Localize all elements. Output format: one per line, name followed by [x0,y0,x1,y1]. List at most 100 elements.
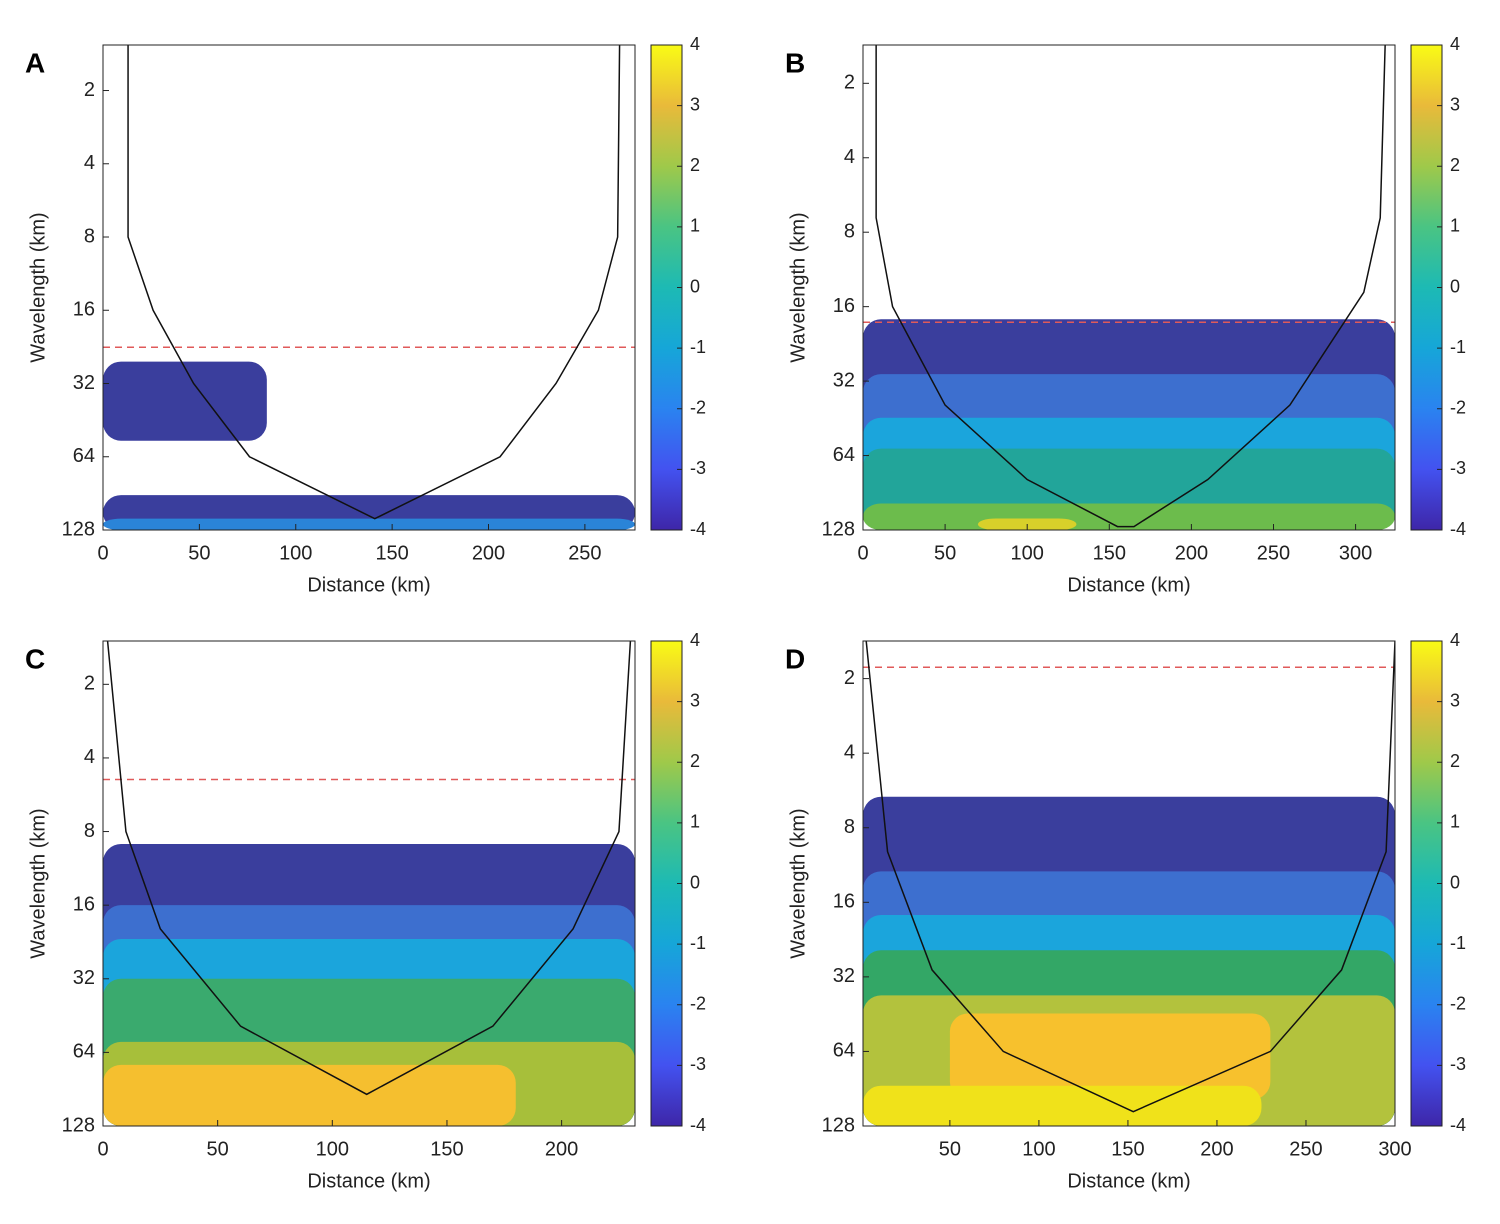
contour-fill [103,1064,516,1126]
colorbar-tick-label: -3 [690,1054,706,1074]
y-tick-label: 2 [84,673,95,695]
colorbar-tick-label: -1 [690,337,706,357]
y-tick-label: 2 [84,79,95,101]
x-tick-label: 100 [1022,1138,1055,1160]
x-axis-label: Distance (km) [1067,1170,1190,1192]
x-tick-label: 150 [1093,542,1126,564]
y-tick-label: 16 [833,891,855,913]
y-tick-label: 128 [62,518,95,540]
contour-fill [103,518,635,530]
y-tick-label: 16 [833,295,855,317]
colorbar-tick-label: 4 [690,630,700,650]
x-tick-label: 150 [430,1138,463,1160]
colorbar-tick-label: 4 [1450,630,1460,650]
colorbar-tick-label: 1 [1450,216,1460,236]
colorbar-tick-label: 3 [690,94,700,114]
colorbar-tick-label: 1 [690,812,700,832]
colorbar-tick-label: 4 [1450,34,1460,54]
x-tick-label: 100 [279,542,312,564]
colorbar-tick-label: 3 [1450,690,1460,710]
y-tick-label: 16 [73,299,95,321]
y-tick-label: 2 [844,667,855,689]
colorbar-tick-label: 2 [1450,155,1460,175]
x-tick-label: 300 [1339,542,1372,564]
x-tick-label: 0 [97,542,108,564]
colorbar-tick-label: 3 [690,690,700,710]
cone-of-influence [106,641,632,1096]
colorbar-tick-label: 1 [1450,812,1460,832]
y-tick-label: 128 [822,1114,855,1136]
x-tick-label: 300 [1378,1138,1411,1160]
colorbar-tick-label: 4 [690,34,700,54]
colorbar-tick-label: -1 [1450,933,1466,953]
x-tick-label: 50 [939,1138,961,1160]
y-tick-label: 2 [844,72,855,94]
colorbar-tick-label: 0 [1450,872,1460,892]
colorbar-tick-label: -4 [690,519,706,539]
y-axis-label: Wavelength (km) [27,212,49,362]
cone-of-influence [875,45,1386,528]
colorbar [650,44,683,531]
x-tick-label: 200 [545,1138,578,1160]
y-tick-label: 4 [84,746,95,768]
x-tick-label: 150 [375,542,408,564]
plot-area [863,45,1395,530]
colorbar-tick-label: -4 [690,1115,706,1135]
cone-of-influence [127,45,621,520]
axes-frame [102,640,636,1127]
colorbar [1410,44,1443,531]
plot-area [863,641,1395,1126]
x-tick-label: 250 [568,542,601,564]
colorbar-tick-label: -2 [1450,994,1466,1014]
panel-label: C [25,643,45,674]
contour-fill [863,1085,1262,1126]
panel-label: B [785,47,805,78]
colorbar-tick-label: -4 [1450,519,1466,539]
colorbar-tick-label: -2 [690,398,706,418]
x-tick-label: 150 [1111,1138,1144,1160]
colorbar-tick-label: 0 [1450,276,1460,296]
x-axis-label: Distance (km) [1067,574,1190,596]
colorbar-tick-label: -3 [690,458,706,478]
x-tick-label: 200 [1175,542,1208,564]
y-tick-label: 16 [73,893,95,915]
y-tick-label: 8 [844,816,855,838]
y-tick-label: 8 [844,220,855,242]
y-tick-label: 32 [833,369,855,391]
colorbar [650,640,683,1127]
y-tick-label: 4 [844,146,855,168]
colorbar-tick-label: 0 [690,872,700,892]
colorbar-tick-label: -4 [1450,1115,1466,1135]
x-tick-label: 100 [316,1138,349,1160]
plot-area [103,45,635,530]
y-tick-label: 128 [62,1114,95,1136]
y-tick-label: 32 [833,965,855,987]
contour-fill [103,361,267,441]
cone-of-influence [865,641,1395,1113]
x-tick-label: 100 [1011,542,1044,564]
y-tick-label: 64 [73,1041,95,1063]
colorbar-tick-label: -3 [1450,1054,1466,1074]
y-tick-label: 4 [844,741,855,763]
y-tick-label: 32 [73,967,95,989]
panel-label: A [25,47,45,78]
y-axis-label: Wavelength (km) [787,808,809,958]
colorbar-tick-label: -2 [690,994,706,1014]
y-tick-label: 8 [84,225,95,247]
y-tick-label: 64 [833,444,855,466]
colorbar-tick-label: 3 [1450,94,1460,114]
colorbar-tick-label: 0 [690,276,700,296]
plot-area [103,641,635,1126]
x-tick-label: 250 [1257,542,1290,564]
contour-fill [949,1013,1271,1100]
x-axis-label: Distance (km) [307,574,430,596]
colorbar [1410,640,1443,1127]
y-tick-label: 4 [84,152,95,174]
x-tick-label: 200 [472,542,505,564]
x-tick-label: 0 [857,542,868,564]
x-tick-label: 50 [934,542,956,564]
axes-frame [102,44,636,531]
x-tick-label: 0 [97,1138,108,1160]
x-tick-label: 50 [207,1138,229,1160]
